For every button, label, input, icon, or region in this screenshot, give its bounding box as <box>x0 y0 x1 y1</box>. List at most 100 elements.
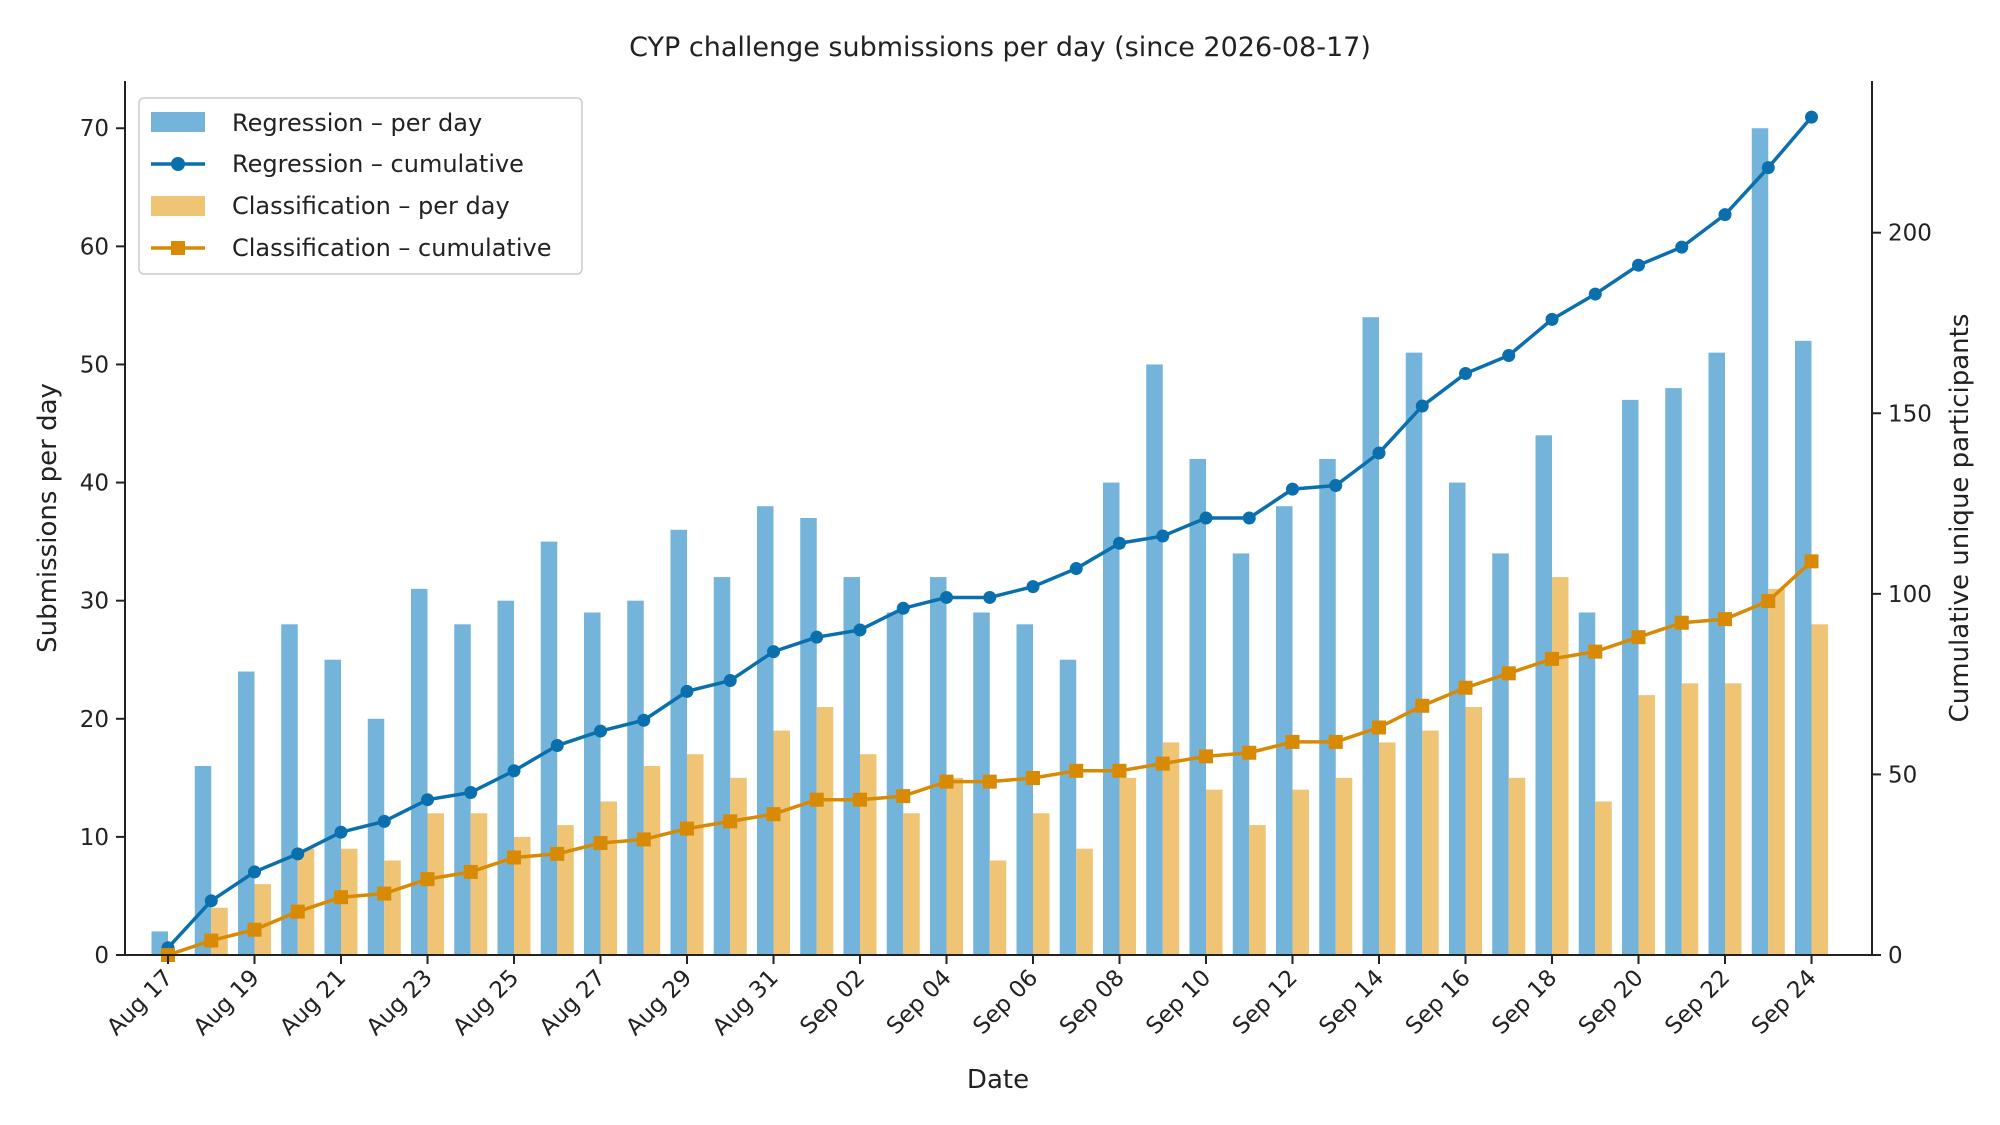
regression-bar <box>973 612 990 955</box>
x-tick-label: Sep 14 <box>1314 965 1389 1040</box>
classification-bar <box>600 801 617 955</box>
classification-bar <box>1465 706 1482 955</box>
classification-cumulative-point <box>1588 644 1603 659</box>
classification-bar <box>816 706 834 955</box>
classification-cumulative-point <box>463 864 478 879</box>
x-tick-label: Sep 18 <box>1487 965 1562 1040</box>
y-tick-label: 50 <box>80 352 109 378</box>
classification-cumulative-point <box>550 846 565 861</box>
classification-cumulative-point <box>809 792 824 807</box>
regression-bar <box>670 529 687 955</box>
classification-cumulative-point <box>1199 749 1213 764</box>
right-axis-ticks: 0 50 100 150 200 <box>1872 221 1932 969</box>
x-axis-label: Date <box>967 1065 1029 1095</box>
classification-cumulative-point <box>636 832 651 847</box>
regression-bar <box>1103 482 1120 955</box>
regression-cumulative-point <box>1026 580 1040 594</box>
classification-cumulative-point <box>593 836 608 851</box>
classification-bar <box>1033 813 1050 955</box>
x-tick-label: Aug 21 <box>275 965 351 1041</box>
regression-cumulative-point <box>1588 287 1602 301</box>
classification-cumulative-point <box>1155 756 1170 771</box>
x-tick-label: Sep 06 <box>968 965 1043 1040</box>
classification-bar <box>1681 683 1699 955</box>
regression-cumulative-point <box>507 764 521 778</box>
classification-cumulative-point <box>1761 594 1776 609</box>
regression-bar <box>238 671 255 955</box>
y-tick-label: 60 <box>80 234 109 260</box>
classification-bar <box>946 777 963 955</box>
regression-bar <box>1795 340 1812 956</box>
classification-bar <box>1249 825 1266 955</box>
regression-cumulative-point <box>464 785 478 799</box>
regression-cumulative-point <box>291 847 305 861</box>
legend-label-classification-line: Classification – cumulative <box>232 234 551 262</box>
x-tick-label: Sep 02 <box>795 965 870 1040</box>
x-tick-label: Sep 16 <box>1401 965 1476 1040</box>
classification-bar <box>1162 742 1180 955</box>
legend-marker-classification-line <box>171 241 185 255</box>
regression-bar <box>194 766 212 955</box>
classification-cumulative-point <box>1674 615 1689 630</box>
classification-cumulative-point <box>334 890 348 905</box>
classification-cumulative-point <box>1545 651 1559 666</box>
lines-layer <box>161 110 1819 962</box>
regression-cumulative-point <box>723 674 737 688</box>
classification-cumulative-point <box>1328 734 1343 749</box>
regression-cumulative-point <box>334 825 348 839</box>
regression-cumulative-point <box>767 645 780 659</box>
regression-bar <box>1276 506 1293 955</box>
y2-tick-label: 100 <box>1888 582 1932 608</box>
regression-cumulative-point <box>594 724 607 738</box>
classification-bar <box>1119 777 1136 955</box>
regression-bar <box>1319 458 1336 955</box>
regression-cumulative-point <box>550 739 564 753</box>
x-tick-label: Sep 24 <box>1747 965 1822 1040</box>
regression-cumulative-point <box>1286 482 1299 496</box>
regression-cumulative-point <box>1329 479 1343 492</box>
classification-bar <box>1811 624 1828 955</box>
regression-cumulative-point <box>1459 367 1472 381</box>
regression-bar <box>1751 128 1769 956</box>
classification-bar <box>1379 742 1396 955</box>
classification-cumulative-point <box>1415 698 1430 713</box>
classification-cumulative-point <box>1242 745 1257 760</box>
regression-cumulative-point <box>680 684 694 698</box>
regression-cumulative-point <box>1502 348 1516 362</box>
classification-bar <box>297 848 315 955</box>
classification-bar <box>557 825 574 955</box>
regression-bar <box>367 718 385 955</box>
left-axis-ticks: 0 10 20 30 40 50 60 70 <box>80 116 125 969</box>
regression-cumulative-point <box>1242 511 1256 525</box>
classification-cumulative-point <box>1372 720 1386 735</box>
regression-bar <box>584 612 601 955</box>
classification-bar <box>773 730 790 955</box>
classification-bar <box>1206 789 1223 955</box>
regression-bar <box>411 588 428 955</box>
x-tick-label: Aug 25 <box>448 965 524 1041</box>
x-axis-ticks: Aug 17 Aug 19 Aug 21 Aug 23 Aug 25 Aug 27 Aug … <box>102 955 1822 1041</box>
regression-bar <box>1535 435 1552 955</box>
classification-cumulative-point <box>290 904 305 919</box>
classification-bar <box>254 884 271 955</box>
regression-cumulative-point <box>1156 529 1170 543</box>
classification-cumulative-point <box>853 792 867 807</box>
y2-tick-label: 150 <box>1888 401 1932 427</box>
classification-cumulative-point <box>1069 763 1084 778</box>
x-tick-label: Aug 23 <box>362 965 438 1041</box>
legend: Regression – per day Regression – cumula… <box>138 97 583 275</box>
classification-bar <box>687 754 704 955</box>
x-tick-label: Aug 17 <box>102 965 178 1041</box>
regression-cumulative-point <box>1805 110 1818 124</box>
x-tick-label: Sep 04 <box>882 965 957 1040</box>
regression-bar <box>843 577 860 955</box>
classification-bar <box>860 754 877 955</box>
regression-cumulative-point <box>1415 399 1429 413</box>
classification-cumulative-point <box>939 774 954 789</box>
regression-cumulative-point <box>421 793 434 807</box>
legend-frame <box>138 97 583 275</box>
x-tick-label: Sep 12 <box>1228 965 1303 1040</box>
classification-cumulative-point <box>1718 612 1732 627</box>
y2-tick-label: 200 <box>1888 221 1932 247</box>
classification-cumulative-point <box>766 807 781 822</box>
